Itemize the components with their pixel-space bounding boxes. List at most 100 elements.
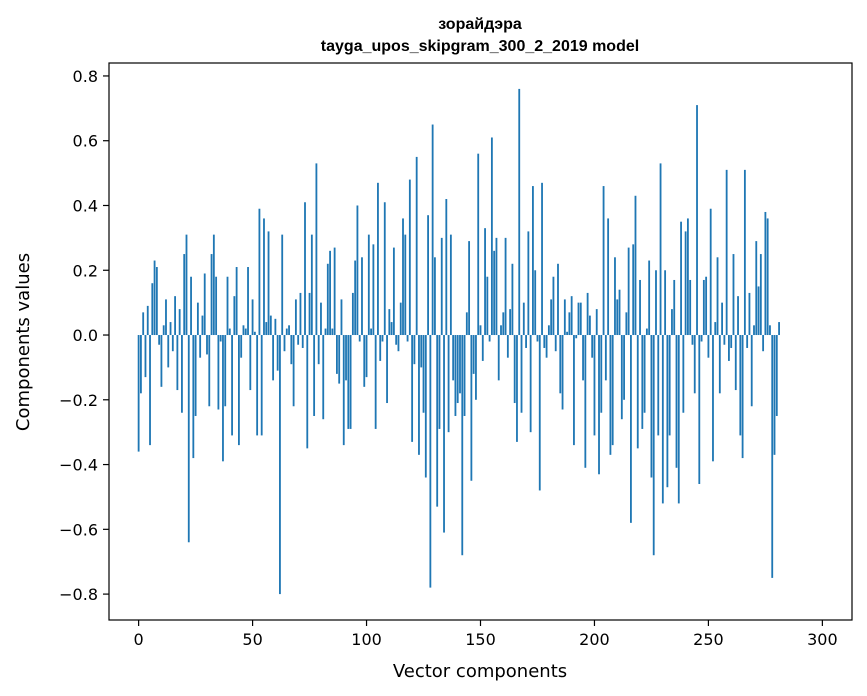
bar-71	[299, 292, 302, 336]
bar-18	[178, 309, 181, 336]
bar-250	[707, 335, 710, 358]
bar-107	[381, 335, 384, 342]
bar-149	[477, 153, 480, 336]
bar-268	[748, 292, 751, 336]
bar-63	[281, 234, 284, 336]
bar-253	[714, 322, 717, 336]
bar-209	[614, 257, 616, 336]
bar-57	[267, 231, 270, 336]
bar-181	[550, 299, 553, 336]
bar-157	[495, 237, 498, 336]
bar-236	[675, 335, 678, 468]
bar-187	[563, 299, 566, 336]
bar-206	[607, 218, 610, 336]
bar-41	[231, 335, 233, 436]
bar-174	[534, 270, 537, 336]
bar-81	[322, 335, 325, 420]
bar-172	[529, 335, 532, 433]
x-axis-ticks: 0 50 100 150 200 250 300	[134, 620, 838, 649]
bar-139	[454, 335, 457, 416]
bar-260	[730, 335, 733, 348]
y-tick-label: 0.2	[73, 261, 98, 280]
bar-280	[775, 335, 778, 416]
bar-281	[778, 322, 780, 336]
bar-229	[659, 163, 662, 336]
bar-144	[465, 312, 468, 336]
bar-256	[721, 302, 723, 336]
bar-90	[342, 335, 345, 446]
bar-188	[566, 331, 569, 336]
bar-228	[657, 335, 660, 436]
bar-4	[146, 305, 149, 336]
bar-239	[682, 335, 685, 413]
bar-128	[429, 335, 432, 588]
bar-100	[365, 335, 368, 378]
bar-111	[390, 322, 393, 336]
bar-134	[443, 335, 445, 533]
bar-135	[445, 199, 448, 336]
bar-75	[308, 292, 311, 336]
bar-162	[506, 335, 509, 358]
bar-99	[363, 335, 366, 387]
bar-272	[757, 286, 760, 336]
bar-215	[627, 247, 630, 336]
chart-title: зорайдэра	[438, 16, 522, 33]
bar-192	[575, 335, 578, 339]
bar-223	[645, 328, 648, 336]
bar-25	[194, 335, 197, 416]
bar-220	[639, 279, 641, 336]
bar-225	[650, 335, 653, 478]
bar-201	[595, 309, 598, 336]
bar-45	[240, 335, 243, 358]
bar-138	[452, 335, 455, 381]
bar-31	[208, 335, 211, 407]
bar-164	[511, 263, 514, 336]
bars-group	[137, 88, 780, 595]
bar-72	[301, 335, 304, 348]
bar-169	[522, 302, 525, 336]
bar-191	[573, 335, 575, 446]
y-tick-label: 0.8	[73, 67, 98, 86]
bar-78	[315, 163, 318, 336]
bar-221	[641, 335, 644, 429]
bar-117	[404, 234, 407, 336]
bar-61	[276, 335, 279, 371]
bar-22	[187, 335, 190, 543]
bar-200	[593, 335, 596, 436]
bar-127	[427, 215, 429, 336]
bar-216	[630, 335, 632, 523]
bar-156	[493, 250, 496, 336]
bar-177	[541, 182, 543, 336]
bar-163	[509, 309, 512, 336]
bar-152	[484, 228, 486, 336]
bar-82	[324, 328, 327, 336]
bar-136	[447, 335, 450, 433]
bar-153	[486, 276, 489, 336]
bar-233	[668, 335, 671, 436]
bar-246	[698, 335, 701, 484]
bar-207	[609, 335, 612, 455]
bar-270	[753, 325, 755, 336]
bar-142	[461, 335, 464, 556]
y-tick-label: −0.6	[59, 520, 98, 539]
bar-129	[431, 124, 434, 336]
bar-120	[411, 335, 414, 442]
bar-214	[625, 312, 628, 336]
bar-118	[406, 335, 409, 342]
bar-185	[559, 335, 562, 394]
bar-39	[226, 276, 229, 336]
bar-124	[420, 335, 423, 368]
bar-199	[591, 335, 594, 358]
bar-238	[680, 221, 682, 336]
bar-258	[725, 169, 728, 336]
bar-133	[440, 237, 443, 336]
bar-210	[616, 299, 619, 336]
bar-115	[399, 302, 402, 336]
bar-140	[456, 335, 459, 404]
x-tick-label: 150	[465, 630, 496, 649]
bar-195	[582, 335, 584, 381]
chart-subtitle: tayga_upos_skipgram_300_2_2019 model	[321, 38, 639, 55]
bar-12	[165, 299, 167, 336]
bar-237	[677, 335, 680, 504]
